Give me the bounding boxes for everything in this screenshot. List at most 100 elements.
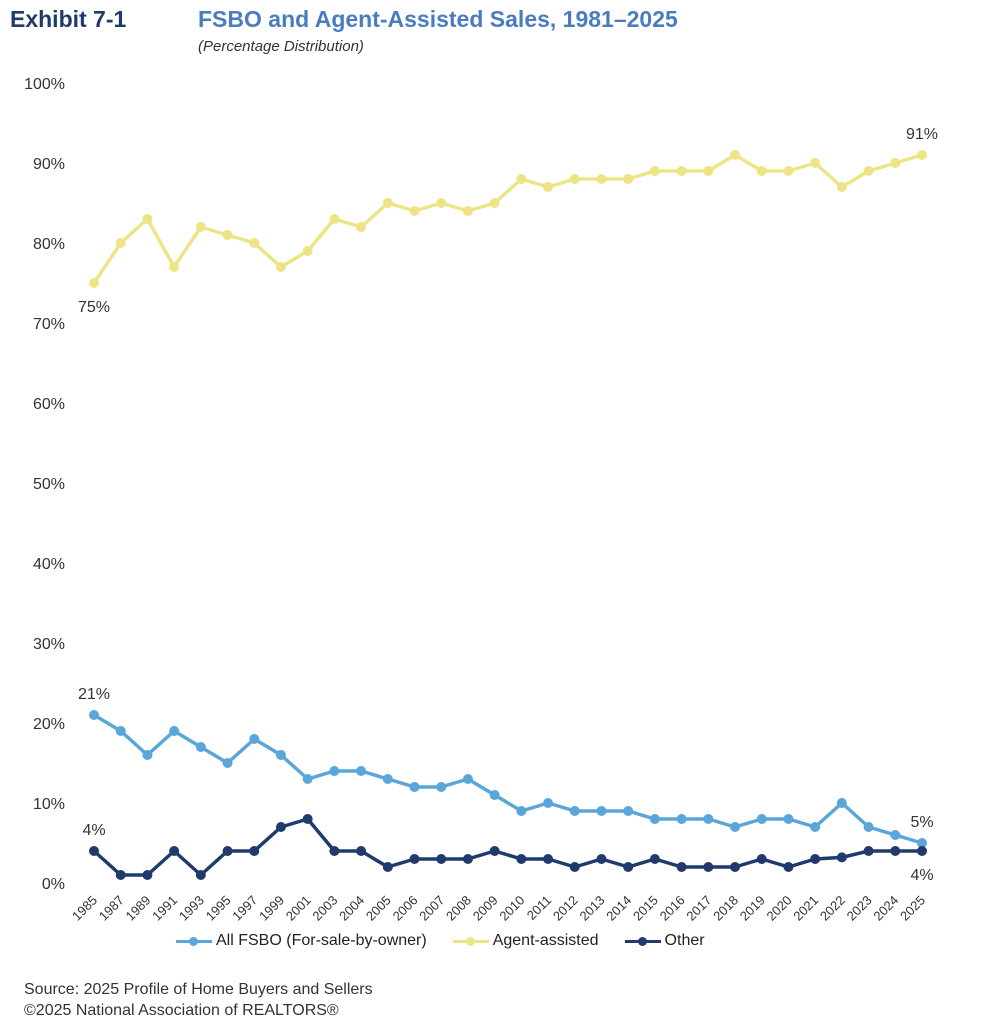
data-point[interactable] [836,798,847,808]
legend-item-fsbo[interactable]: All FSBO (For-sale-by-owner) [176,932,427,950]
data-point[interactable] [409,782,420,792]
data-point[interactable] [756,854,767,864]
data-point[interactable] [836,182,847,192]
data-point[interactable] [195,222,206,232]
data-point[interactable] [142,870,153,880]
data-point[interactable] [489,198,500,208]
data-point[interactable] [329,214,340,224]
data-point[interactable] [169,726,180,736]
data-point[interactable] [436,854,447,864]
data-point[interactable] [169,262,180,272]
data-point[interactable] [890,846,901,856]
data-point[interactable] [222,846,233,856]
data-point[interactable] [917,846,927,856]
data-point[interactable] [783,814,794,824]
data-point[interactable] [810,158,821,168]
data-point[interactable] [756,166,767,176]
data-point[interactable] [89,710,99,720]
data-point[interactable] [249,846,260,856]
data-point[interactable] [195,870,206,880]
data-point[interactable] [649,814,660,824]
data-point[interactable] [783,862,794,872]
data-point[interactable] [89,846,99,856]
data-point[interactable] [329,766,340,776]
data-point[interactable] [249,238,260,248]
data-point[interactable] [462,854,473,864]
data-point[interactable] [863,166,874,176]
data-point[interactable] [329,846,340,856]
data-point[interactable] [302,814,313,824]
data-point[interactable] [569,174,580,184]
data-point[interactable] [275,822,286,832]
data-point[interactable] [676,166,687,176]
data-point[interactable] [596,174,607,184]
data-point[interactable] [569,806,580,816]
data-point[interactable] [703,814,714,824]
data-point[interactable] [863,846,874,856]
data-point[interactable] [382,862,393,872]
data-point[interactable] [703,862,714,872]
data-point[interactable] [409,854,420,864]
data-point[interactable] [917,838,927,848]
data-point[interactable] [462,206,473,216]
data-point[interactable] [302,246,313,256]
data-point[interactable] [382,774,393,784]
data-point[interactable] [436,198,447,208]
data-point[interactable] [275,750,286,760]
data-point[interactable] [275,262,286,272]
legend-item-agent-assisted[interactable]: Agent-assisted [452,932,599,950]
data-point[interactable] [730,862,741,872]
data-point[interactable] [356,846,367,856]
data-point[interactable] [489,790,500,800]
data-point[interactable] [356,766,367,776]
data-point[interactable] [703,166,714,176]
data-point[interactable] [863,822,874,832]
data-point[interactable] [649,854,660,864]
data-point[interactable] [409,206,420,216]
data-point[interactable] [623,174,634,184]
y-tick-label: 100% [24,76,65,93]
data-point[interactable] [489,846,500,856]
data-point[interactable] [756,814,767,824]
data-point[interactable] [222,758,233,768]
data-point[interactable] [382,198,393,208]
data-point[interactable] [730,822,741,832]
data-point[interactable] [676,862,687,872]
data-point[interactable] [516,174,527,184]
data-point[interactable] [810,854,821,864]
data-point[interactable] [516,806,527,816]
data-point[interactable] [917,150,927,160]
data-point[interactable] [596,854,607,864]
data-point[interactable] [222,230,233,240]
data-point[interactable] [810,822,821,832]
data-point[interactable] [462,774,473,784]
data-point[interactable] [623,862,634,872]
data-point[interactable] [115,870,126,880]
data-point[interactable] [596,806,607,816]
data-point[interactable] [890,830,901,840]
data-point[interactable] [249,734,260,744]
data-point[interactable] [783,166,794,176]
data-point[interactable] [569,862,580,872]
data-point[interactable] [142,214,153,224]
data-point[interactable] [302,774,313,784]
data-point[interactable] [543,854,554,864]
data-point[interactable] [623,806,634,816]
data-point[interactable] [730,150,741,160]
data-point[interactable] [676,814,687,824]
data-point[interactable] [89,278,99,288]
data-point[interactable] [356,222,367,232]
data-point[interactable] [836,852,847,863]
data-point[interactable] [169,846,180,856]
data-point[interactable] [115,726,126,736]
data-point[interactable] [142,750,153,760]
data-point[interactable] [649,166,660,176]
data-point[interactable] [115,238,126,248]
data-point[interactable] [543,182,554,192]
legend-item-other[interactable]: Other [624,932,705,950]
data-point[interactable] [195,742,206,752]
data-point[interactable] [516,854,527,864]
data-point[interactable] [543,798,554,808]
data-point[interactable] [890,158,901,168]
data-point[interactable] [436,782,447,792]
